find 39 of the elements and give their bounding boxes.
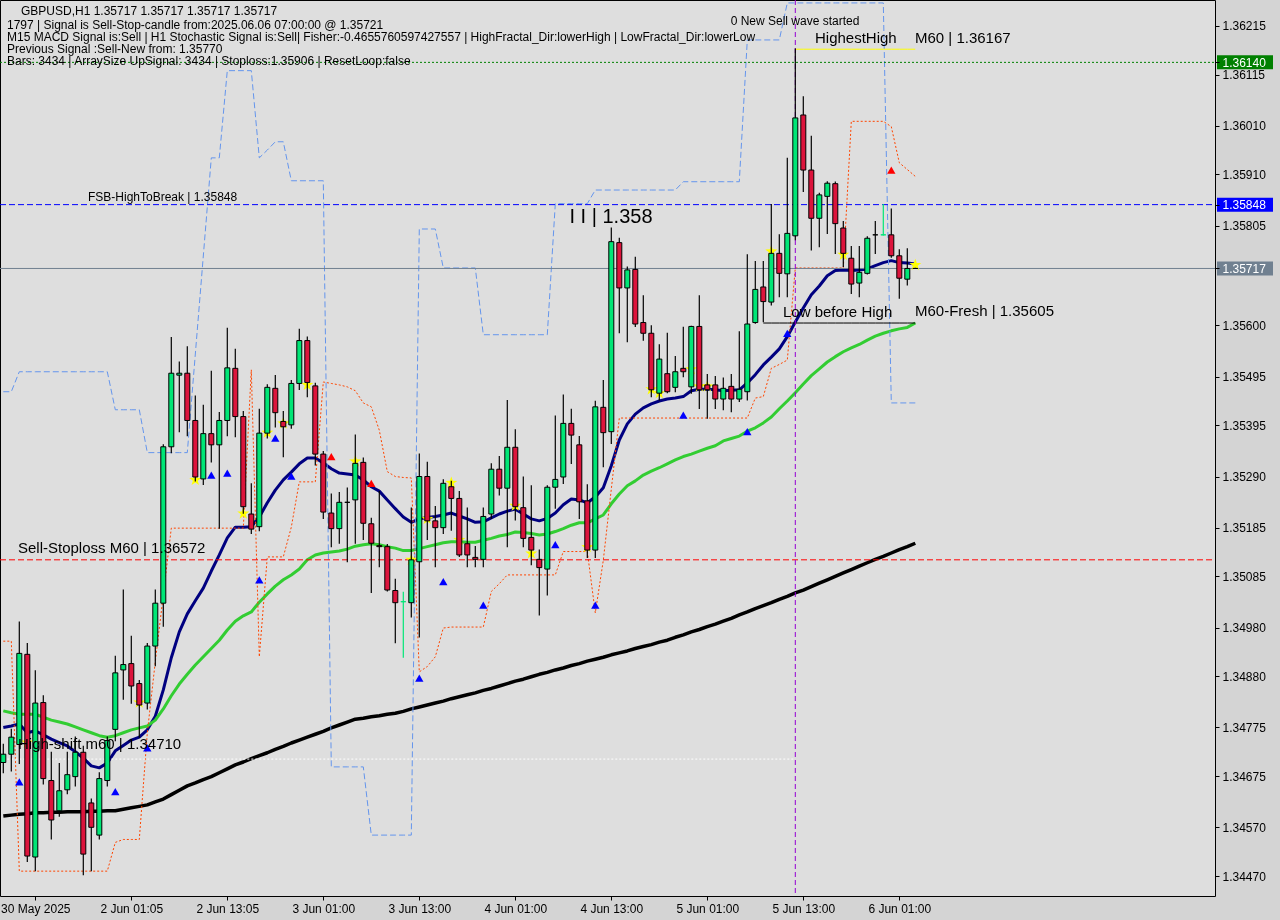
x-tick-label: 4 Jun 01:00 [484, 901, 548, 916]
annotation: M15 MACD Signal is:Sell | H1 Stochastic Signal is:Sell| Fisher:-0.4655760597427557 | HighFractal_Dir:lowerHigh | LowFractal_Dir:lowerLow [7, 30, 756, 44]
x-tick-label: 3 Jun 13:00 [388, 901, 452, 916]
y-tick-label: 1.35717 [1222, 261, 1267, 276]
x-tick-label: 5 Jun 01:00 [676, 901, 740, 916]
annotation: HighestHigh [815, 29, 897, 47]
y-tick-label: 1.35185 [1222, 521, 1267, 536]
annotation: FSB-HighToBreak | 1.35848 [88, 189, 238, 204]
annotation: I I | 1.358 [569, 205, 653, 228]
y-tick-label: 1.36010 [1222, 119, 1267, 134]
y-tick-label: 1.34470 [1222, 869, 1267, 884]
x-tick-label: 4 Jun 13:00 [580, 901, 644, 916]
y-tick-label: 1.36115 [1222, 68, 1266, 83]
y-tick-label: 1.35085 [1222, 569, 1267, 584]
y-tick-label: 1.35910 [1222, 167, 1267, 182]
annotation: M60 | 1.36167 [915, 29, 1011, 46]
x-tick-label: 2 Jun 13:05 [196, 901, 260, 916]
y-tick-label: 1.35805 [1222, 219, 1267, 234]
annotation: M60-Fresh | 1.35605 [915, 302, 1054, 319]
annotation: 1797 | Signal is Sell-Stop-candle from:2025.06.06 07:00:00 @ 1.35721 [7, 18, 384, 32]
y-tick-label: 1.35848 [1222, 198, 1267, 213]
y-tick-label: 1.36215 [1222, 19, 1267, 34]
y-tick-label: 1.34980 [1222, 621, 1267, 636]
chart-title: GBPUSD,H1 1.35717 1.35717 1.35717 1.35717 [21, 3, 278, 18]
x-tick-label: 2 Jun 01:05 [100, 901, 164, 916]
x-tick-label: 30 May 2025 [1, 901, 71, 916]
y-tick-label: 1.34570 [1222, 820, 1267, 835]
y-tick-label: 1.36140 [1222, 55, 1267, 70]
y-tick-label: 1.35600 [1222, 318, 1267, 333]
x-tick-label: 6 Jun 01:00 [868, 901, 932, 916]
y-tick-label: 1.34775 [1222, 720, 1267, 735]
y-tick-label: 1.34880 [1222, 669, 1267, 684]
x-tick-label: 3 Jun 01:00 [292, 901, 356, 916]
annotation: 0 New Sell wave started [730, 14, 860, 28]
y-tick-label: 1.35395 [1222, 418, 1267, 433]
y-tick-label: 1.34675 [1222, 769, 1267, 784]
y-tick-label: 1.35290 [1222, 470, 1267, 484]
x-tick-label: 5 Jun 13:00 [772, 901, 836, 916]
y-tick-label: 1.35495 [1222, 370, 1267, 385]
